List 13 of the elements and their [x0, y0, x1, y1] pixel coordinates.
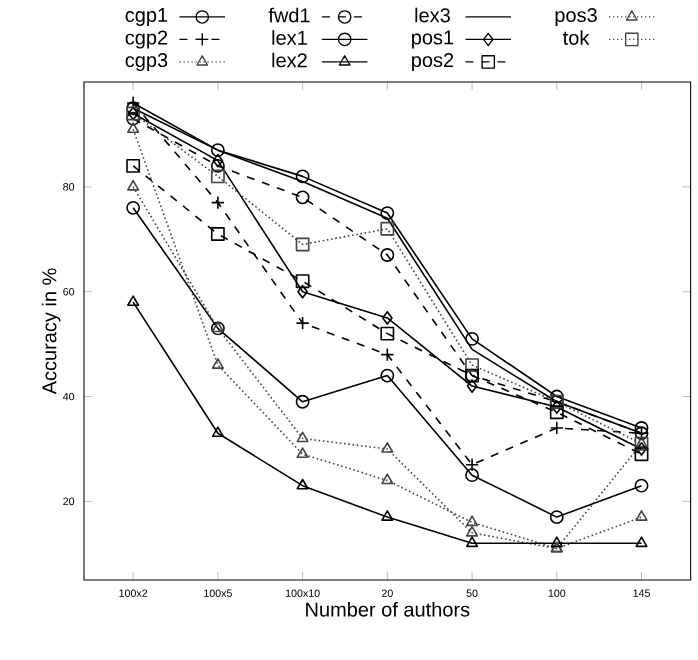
- legend-label: pos3: [555, 7, 597, 27]
- legend-label: lex1: [272, 30, 307, 45]
- legend-label: cgp2: [125, 30, 168, 49]
- legend-label: pos1: [412, 30, 454, 49]
- legend-label: cgp1: [125, 8, 168, 26]
- legend-label: cgp3: [125, 52, 168, 72]
- x-axis-title: Number of authors: [306, 601, 470, 617]
- legend-label: lex3: [415, 7, 450, 23]
- legend-label: tok: [562, 30, 590, 45]
- legend-label: lex2: [272, 52, 307, 68]
- legend-label: fwd1: [268, 7, 310, 23]
- legend-label: pos2: [412, 52, 454, 72]
- y-axis-title: Accuracy in %: [41, 268, 61, 395]
